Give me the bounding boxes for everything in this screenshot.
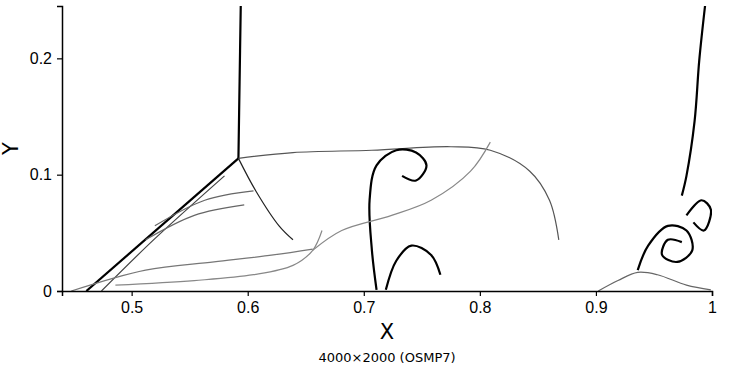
tick-mark [364,291,365,296]
flow-feature [101,176,224,291]
tick: 0.8 [469,291,491,316]
tick-mark [480,291,481,296]
chart: 0.5 0.6 0.7 0.8 0.9 1 0 0.1 0.2 X Y 4000×2000 (OSMP… [0,0,730,372]
tick: 0.1 [30,166,62,183]
tick: 0.7 [353,291,375,316]
tick-label: 0.9 [585,299,607,316]
tick-label: 1 [708,299,717,316]
flow-feature [638,225,693,270]
tick-label: 0.5 [121,299,143,316]
tick-mark [248,291,249,296]
tick: 0.2 [30,50,62,67]
y-axis: 0 0.1 0.2 [30,7,63,300]
tick-mark [712,291,713,296]
tick-mark [57,175,62,176]
tick-mark [596,291,597,296]
tick: 0.6 [237,291,259,316]
tick-mark [57,291,62,292]
tick-label: 0.8 [469,299,491,316]
tick-label: 0.2 [30,50,52,67]
flow-feature [313,142,491,250]
flow-feature [155,191,254,226]
axis-line [63,292,713,297]
plot-background [62,6,712,291]
flow-feature [682,6,705,196]
tick: 0.5 [121,291,143,316]
flow-feature [598,272,711,291]
axis-line [57,7,63,292]
flow-feature [86,158,238,291]
flow-feature [686,200,711,230]
tick-mark [57,58,62,59]
flow-feature [238,158,293,239]
tick-mark [132,291,133,296]
x-axis-title: X [380,320,394,344]
plot: 0.5 0.6 0.7 0.8 0.9 1 0 0.1 0.2 [30,6,717,316]
tick-label: 0.6 [237,299,259,316]
tick: 0 [43,283,62,300]
tick: 1 [708,291,717,316]
x-axis: 0.5 0.6 0.7 0.8 0.9 1 [63,291,718,316]
flow-feature [238,147,558,240]
tick-label: 0 [43,283,52,300]
flow-feature [386,246,441,290]
tick-label: 0.1 [30,166,52,183]
flow-feature [238,6,240,158]
tick: 0.9 [585,291,607,316]
tick-label: 0.7 [353,299,375,316]
title: 4000×2000 (OSMP7) [318,350,455,365]
y-axis-title: Y [0,142,23,156]
marks [71,6,711,291]
